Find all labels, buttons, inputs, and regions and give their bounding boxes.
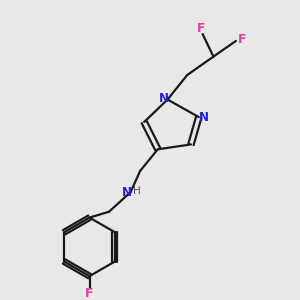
- Text: F: F: [238, 32, 246, 46]
- Text: F: F: [85, 287, 94, 300]
- Text: N: N: [122, 186, 132, 199]
- Text: H: H: [134, 186, 141, 196]
- Text: F: F: [196, 22, 205, 35]
- Text: N: N: [199, 111, 209, 124]
- Text: N: N: [159, 92, 169, 105]
